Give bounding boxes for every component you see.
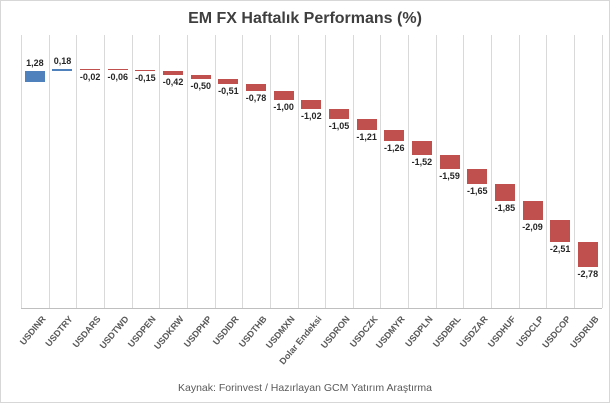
data-label-Dolar Endeksi: -1,02 <box>301 111 322 122</box>
data-label-USDBRL: -1,59 <box>439 171 460 182</box>
gridline <box>518 35 520 308</box>
gridline <box>76 35 78 308</box>
gridline <box>21 35 22 308</box>
data-label-USDPEN: -0,15 <box>135 73 156 84</box>
gridline <box>463 35 465 308</box>
bar-USDPEN <box>135 69 156 72</box>
bar-USDCLP <box>522 200 543 220</box>
data-label-USDZAR: -1,65 <box>466 186 488 197</box>
bar-USDKRW <box>163 71 184 75</box>
bar-USDIDR <box>218 79 239 84</box>
bar-USDMXN <box>273 91 294 101</box>
source-caption: Kaynak: Forinvest / Hazırlayan GCM Yatır… <box>177 382 433 394</box>
gridline <box>574 35 575 308</box>
gridline <box>352 35 354 308</box>
data-label-USDPHP: -0,50 <box>190 81 211 92</box>
gridline <box>186 35 188 308</box>
gridline <box>546 35 548 308</box>
gridline <box>297 35 299 308</box>
data-label-USDRON: -1,05 <box>328 120 350 131</box>
data-label-USDTWD: -0,06 <box>107 72 129 83</box>
bar-USDRUB <box>577 242 598 268</box>
bar-USDCOP <box>550 219 571 243</box>
bar-Dolar Endeksi <box>301 100 322 110</box>
gridline <box>103 35 105 308</box>
data-label-USDRUB: -2,78 <box>577 269 599 280</box>
bar-USDZAR <box>467 169 488 185</box>
data-label-USDMYR: -1,26 <box>384 143 405 154</box>
bar-USDTHB <box>246 83 267 92</box>
data-label-USDCOP: -2,51 <box>549 244 571 255</box>
bar-USDPHP <box>190 74 211 80</box>
bar-USDINR <box>24 70 45 83</box>
data-label-USDHUF: -1,85 <box>494 202 516 213</box>
gridline <box>159 35 161 308</box>
data-label-USDINR: 1,28 <box>26 57 44 68</box>
bar-USDMYR <box>384 129 405 142</box>
bar-USDTWD <box>107 69 128 71</box>
bar-USDARS <box>80 68 101 70</box>
bar-USDHUF <box>494 184 515 201</box>
data-label-USDTHB: -0,78 <box>245 93 267 104</box>
data-label-USDCLP: -2,09 <box>522 221 543 232</box>
data-label-USDPLN: -1,52 <box>411 156 433 167</box>
data-label-USDMXN: -1,00 <box>273 102 294 113</box>
data-label-USDCZK: -1,21 <box>356 131 377 142</box>
gridline <box>214 35 216 308</box>
gridline <box>408 35 410 308</box>
bar-USDRON <box>328 109 349 119</box>
gridline <box>601 35 603 308</box>
data-label-USDTRY: 0,18 <box>53 55 72 66</box>
data-label-USDKRW: -0,42 <box>162 76 184 87</box>
gridline <box>48 35 50 308</box>
gridline <box>435 35 437 308</box>
gridline <box>242 35 244 308</box>
gridline <box>325 35 327 308</box>
x-axis-line <box>21 308 602 309</box>
bar-USDCZK <box>356 118 377 130</box>
data-label-USDARS: -0,02 <box>79 71 101 82</box>
gridline <box>380 35 382 308</box>
bar-USDPLN <box>411 141 432 155</box>
bar-USDBRL <box>439 154 460 170</box>
gridline <box>269 35 271 308</box>
gridline <box>491 35 493 308</box>
gridline <box>131 35 133 308</box>
chart-title: EM FX Haftalık Performans (%) <box>188 10 422 27</box>
bar-USDTRY <box>52 68 73 71</box>
data-label-USDIDR: -0,51 <box>218 85 239 96</box>
